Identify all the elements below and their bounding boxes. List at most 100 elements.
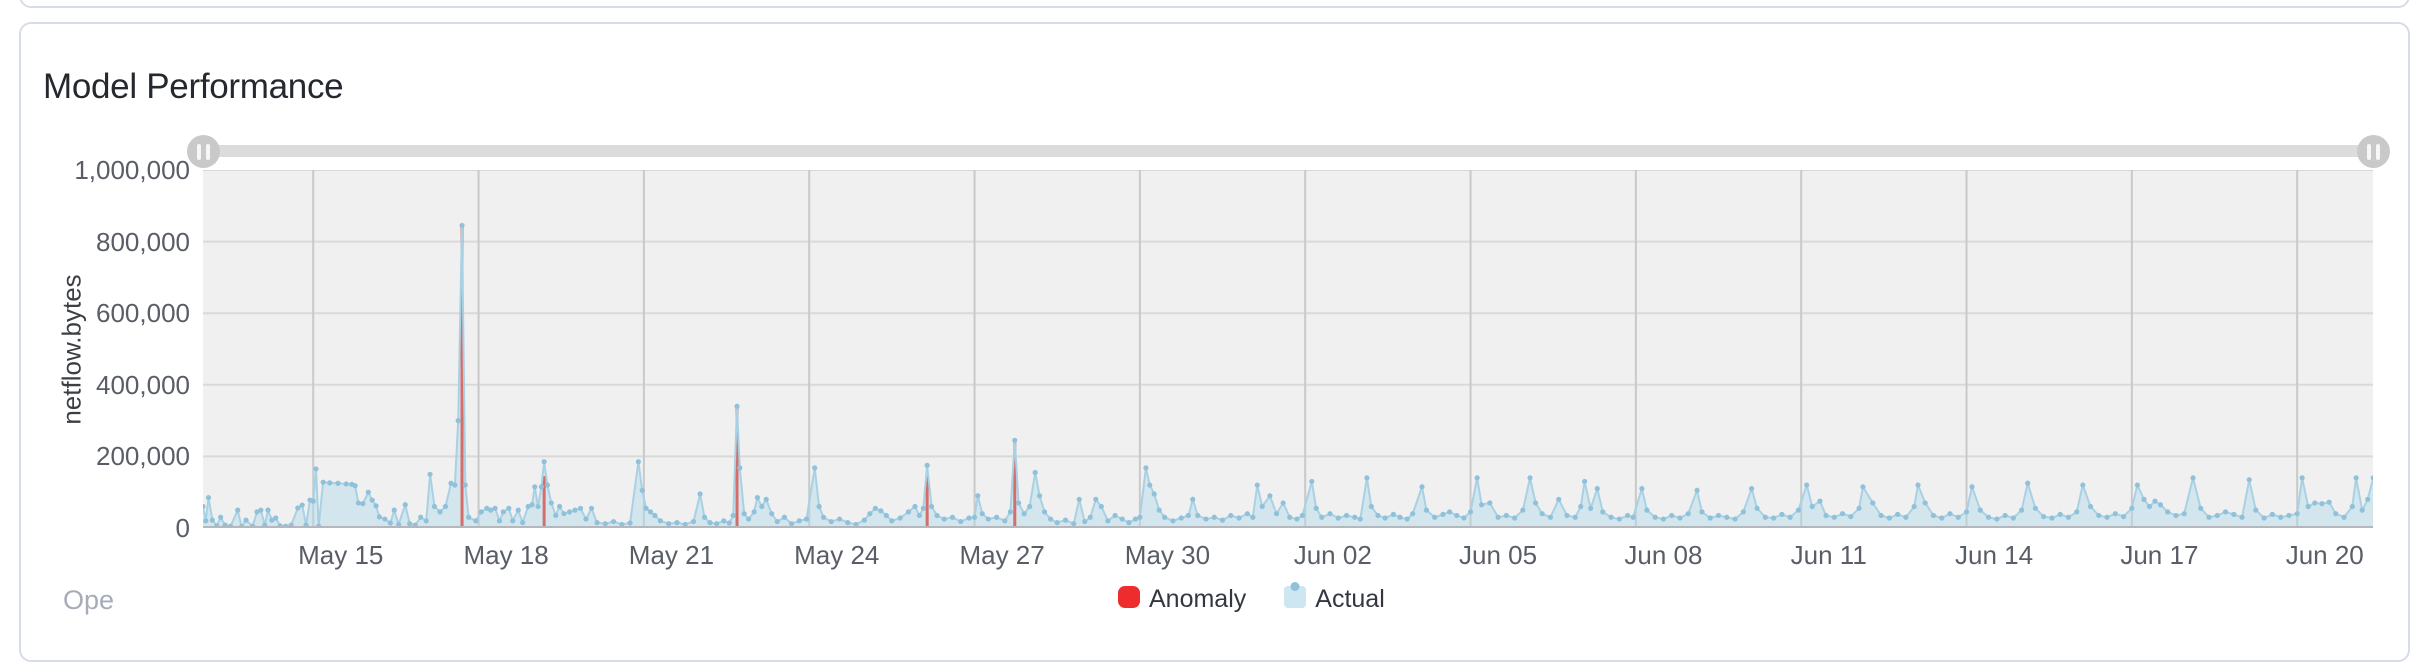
- data-point-dot[interactable]: [1963, 509, 1970, 515]
- data-point-dot[interactable]: [360, 501, 366, 507]
- legend-item-actual[interactable]: Actual: [1284, 582, 1385, 618]
- data-point-dot[interactable]: [759, 503, 765, 510]
- data-point-dot[interactable]: [1016, 500, 1022, 506]
- data-point-dot[interactable]: [1410, 511, 1416, 517]
- data-point-dot[interactable]: [796, 518, 802, 524]
- data-point-dot[interactable]: [365, 489, 371, 495]
- data-point-dot[interactable]: [1478, 502, 1485, 508]
- data-point-dot[interactable]: [1357, 516, 1363, 522]
- data-point-dot[interactable]: [2299, 475, 2305, 481]
- data-point-dot[interactable]: [2065, 514, 2072, 520]
- data-point-dot[interactable]: [2074, 509, 2080, 515]
- data-point-dot[interactable]: [734, 403, 740, 409]
- data-point-dot[interactable]: [510, 518, 516, 524]
- data-point-dot[interactable]: [1404, 516, 1410, 522]
- data-point-dot[interactable]: [1787, 514, 1793, 520]
- data-point-dot[interactable]: [2002, 512, 2008, 519]
- data-point-dot[interactable]: [2349, 503, 2355, 510]
- data-point-dot[interactable]: [455, 418, 461, 424]
- data-point-dot[interactable]: [2120, 513, 2127, 520]
- data-point-dot[interactable]: [1170, 518, 1176, 524]
- data-point-dot[interactable]: [273, 515, 279, 521]
- data-point-dot[interactable]: [627, 520, 633, 526]
- data-point-dot[interactable]: [431, 503, 438, 510]
- data-point-dot[interactable]: [1280, 500, 1286, 506]
- data-point-dot[interactable]: [1732, 516, 1738, 522]
- data-point-dot[interactable]: [588, 505, 595, 511]
- data-point-dot[interactable]: [548, 500, 554, 506]
- data-point-dot[interactable]: [427, 471, 433, 477]
- data-point-dot[interactable]: [889, 518, 895, 524]
- data-point-dot[interactable]: [1817, 498, 1823, 504]
- data-point-dot[interactable]: [2278, 514, 2284, 520]
- data-point-dot[interactable]: [781, 514, 788, 520]
- data-point-dot[interactable]: [682, 521, 688, 528]
- data-point-dot[interactable]: [975, 493, 981, 499]
- data-point-dot[interactable]: [459, 222, 465, 229]
- data-point-dot[interactable]: [1062, 517, 1069, 523]
- data-point-dot[interactable]: [1236, 515, 1242, 521]
- data-point-dot[interactable]: [958, 518, 964, 525]
- data-point-dot[interactable]: [1860, 484, 1866, 490]
- data-point-dot[interactable]: [1105, 518, 1111, 524]
- data-point-dot[interactable]: [1652, 514, 1658, 520]
- data-point-dot[interactable]: [544, 482, 551, 488]
- data-point-dot[interactable]: [1423, 507, 1430, 513]
- data-point-dot[interactable]: [313, 466, 319, 472]
- data-point-dot[interactable]: [820, 514, 827, 520]
- data-point-dot[interactable]: [1895, 511, 1901, 517]
- data-point-dot[interactable]: [2165, 509, 2171, 515]
- data-point-dot[interactable]: [1856, 505, 1862, 511]
- data-point-dot[interactable]: [1878, 512, 1884, 519]
- data-point-dot[interactable]: [979, 511, 985, 517]
- data-point-dot[interactable]: [647, 509, 654, 515]
- data-point-dot[interactable]: [1132, 516, 1139, 522]
- data-point-dot[interactable]: [437, 509, 443, 515]
- data-point-dot[interactable]: [1126, 520, 1132, 526]
- data-point-dot[interactable]: [707, 520, 713, 526]
- data-point-dot[interactable]: [553, 512, 559, 519]
- data-point-dot[interactable]: [872, 505, 878, 511]
- data-point-dot[interactable]: [788, 521, 795, 527]
- data-point-dot[interactable]: [701, 514, 708, 520]
- data-point-dot[interactable]: [610, 518, 617, 525]
- data-point-dot[interactable]: [1432, 514, 1438, 520]
- data-point-dot[interactable]: [1487, 500, 1493, 506]
- data-point-dot[interactable]: [1440, 511, 1446, 517]
- data-point-dot[interactable]: [1002, 518, 1008, 524]
- data-point-dot[interactable]: [1532, 500, 1539, 506]
- data-point-dot[interactable]: [726, 520, 732, 526]
- time-range-slider-left-handle[interactable]: [187, 135, 220, 168]
- data-point-dot[interactable]: [209, 517, 215, 523]
- data-point-dot[interactable]: [566, 509, 573, 515]
- data-point-dot[interactable]: [1707, 515, 1713, 521]
- data-point-dot[interactable]: [657, 518, 664, 524]
- data-point-dot[interactable]: [816, 503, 822, 510]
- data-point-dot[interactable]: [853, 521, 859, 528]
- data-point-dot[interactable]: [492, 505, 498, 511]
- data-point-dot[interactable]: [218, 514, 224, 520]
- data-point-dot[interactable]: [897, 515, 903, 521]
- data-point-dot[interactable]: [258, 507, 264, 513]
- data-point-dot[interactable]: [396, 521, 402, 528]
- data-point-dot[interactable]: [478, 509, 484, 515]
- data-point-dot[interactable]: [1190, 496, 1196, 502]
- data-point-dot[interactable]: [1082, 518, 1088, 525]
- data-point-dot[interactable]: [2025, 480, 2031, 486]
- data-point-dot[interactable]: [1446, 509, 1453, 515]
- data-point-dot[interactable]: [1823, 512, 1829, 519]
- data-point-dot[interactable]: [941, 516, 947, 522]
- data-point-dot[interactable]: [924, 462, 930, 468]
- data-point-dot[interactable]: [484, 505, 490, 511]
- data-point-dot[interactable]: [1848, 513, 1854, 520]
- data-point-dot[interactable]: [1119, 516, 1125, 522]
- data-point-dot[interactable]: [320, 479, 326, 485]
- data-point-dot[interactable]: [1715, 512, 1722, 519]
- data-point-dot[interactable]: [721, 518, 727, 524]
- data-point-dot[interactable]: [2096, 512, 2102, 519]
- data-point-dot[interactable]: [878, 508, 884, 514]
- data-point-dot[interactable]: [1547, 514, 1554, 520]
- data-point-dot[interactable]: [1178, 515, 1184, 521]
- data-point-dot[interactable]: [1364, 475, 1370, 481]
- data-point-dot[interactable]: [594, 520, 600, 526]
